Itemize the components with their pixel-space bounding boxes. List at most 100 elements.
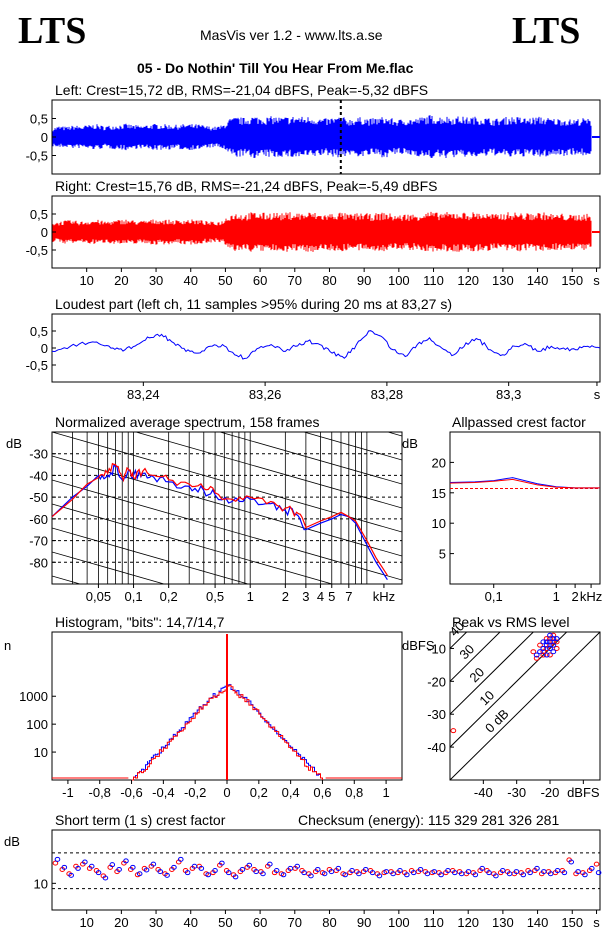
shortcrest-point-left	[61, 864, 68, 870]
loudest-part-title: Loudest part (left ch, 11 samples >95% d…	[55, 296, 453, 312]
spectrum-slope-line	[52, 312, 402, 412]
peakrms-point-left	[543, 642, 550, 648]
shortcrest-point-left	[404, 872, 410, 878]
shortcrest-point-left	[212, 868, 218, 874]
spectrum-slope-line	[52, 288, 402, 388]
allpassed-xtick-label: kHz	[580, 589, 602, 604]
peakrms-point-left	[543, 639, 550, 645]
spectrum-ytick-label: -30	[29, 447, 48, 462]
left-ytick-label: 0,5	[30, 112, 48, 127]
peakrms-crest-line	[450, 632, 600, 780]
shortcrest-point-left	[362, 866, 369, 872]
spectrum-slope-line	[52, 551, 166, 584]
peakrms-point-left	[547, 632, 553, 638]
left-ytick-label: -0,5	[26, 149, 48, 164]
shortcrest-point-left	[184, 870, 191, 876]
loudest-ytick-label: -0,5	[26, 358, 48, 373]
peakrms-ylabel: dBFS	[402, 638, 435, 653]
right-xtick-label: 120	[457, 273, 479, 288]
allpassed-ytick-label: 20	[432, 455, 446, 470]
loudest-series-left	[51, 330, 601, 360]
peakrms-point-right	[547, 636, 553, 642]
shortcrest-point-left	[479, 865, 485, 871]
peakrms-point-right	[540, 652, 547, 658]
histogram-ytick-label: 10	[34, 745, 48, 760]
loudest-xtick-label: 83,28	[371, 387, 404, 402]
shortcrest-point-left	[513, 869, 520, 875]
peakrms-diagonal-label: 10	[476, 687, 497, 708]
shortcrest-xtick-label: 10	[79, 915, 93, 930]
shortcrest-point-left	[232, 874, 239, 880]
spectrum-slope-line	[52, 527, 250, 584]
spectrum-ylabel: dB	[6, 436, 22, 451]
shortcrest-point-left	[438, 872, 444, 878]
shortcrest-point-left	[68, 872, 74, 878]
spectrum-ytick-label: -80	[29, 555, 48, 570]
shortcrest-point-left	[225, 870, 232, 876]
shortcrest-point-left	[561, 870, 568, 876]
shortcrest-xtick-label: 70	[288, 915, 302, 930]
shortcrest-point-left	[588, 865, 595, 871]
right-xtick-label: 70	[288, 273, 302, 288]
histogram-xtick-label: -1	[62, 785, 74, 800]
histogram-title: Histogram, "bits": 14,7/14,7	[55, 614, 225, 630]
shortcrest-point-left	[75, 865, 81, 871]
shortcrest-point-left	[383, 869, 390, 875]
shortcrest-point-left	[417, 866, 424, 872]
peakrms-point-left	[550, 642, 557, 648]
track-title: 05 - Do Nothin' Till You Hear From Me.fl…	[137, 60, 414, 76]
shortcrest-ytick-label: 10	[34, 876, 48, 891]
shortcrest-point-left	[267, 861, 273, 867]
peakrms-point-right	[547, 652, 553, 658]
peakrms-crest-line	[450, 632, 535, 715]
spectrum-xtick-label: 0,1	[125, 589, 143, 604]
spectrum-xtick-label: 4	[317, 589, 324, 604]
shortcrest-point-left	[143, 867, 150, 873]
shortcrest-point-left	[280, 872, 287, 878]
logo-left: LTS	[18, 10, 87, 52]
peakrms-point-left	[540, 639, 547, 645]
right-ytick-label: 0	[41, 225, 48, 240]
shortcrest-point-left	[486, 870, 492, 876]
peakrms-point-left	[547, 645, 553, 651]
histogram-xtick-label: 0,6	[313, 785, 331, 800]
peakrms-point-left	[540, 645, 547, 651]
right-xtick-label: 10	[79, 273, 93, 288]
right-xtick-label: 110	[423, 273, 444, 288]
shortcrest-point-left	[424, 871, 431, 877]
peakrms-ytick-label: -20	[427, 674, 446, 689]
peakrms-xtick-label: -20	[541, 785, 560, 800]
spectrum-xtick-label: 0,05	[86, 589, 111, 604]
right-waveform	[52, 211, 592, 252]
right-xtick-label: 80	[322, 273, 336, 288]
histogram-ytick-label: 100	[26, 717, 48, 732]
shortcrest-point-left	[150, 861, 157, 867]
peakrms-title: Peak vs RMS level	[452, 614, 570, 630]
histogram-ylabel: n	[4, 638, 11, 653]
left-ytick-label: 0	[41, 130, 48, 145]
spectrum-xtick-label: 5	[328, 589, 335, 604]
shortcrest-point-left	[328, 869, 335, 875]
histogram-xtick-label: -0,8	[89, 785, 111, 800]
allpassed-xtick-label: 0,1	[485, 589, 503, 604]
shortcrest-point-left	[554, 868, 561, 874]
shortcrest-point-left	[534, 865, 540, 871]
peakrms-xtick-label: dBFS	[567, 785, 600, 800]
shortcrest-xtick-label: s	[593, 915, 600, 930]
peakrms-xtick-label: -40	[474, 785, 493, 800]
shortcrest-point-left	[253, 869, 259, 875]
peakrms-point-left	[537, 649, 543, 655]
spectrum-slope-line	[134, 432, 402, 509]
right-xtick-label: 90	[357, 273, 371, 288]
spectrum-slope-line	[302, 432, 402, 461]
shortcrest-point-left	[356, 871, 362, 877]
shortcrest-point-left	[246, 862, 253, 868]
peakrms-point-right	[530, 649, 537, 655]
right-xtick-label: 30	[149, 273, 163, 288]
peakrms-diagonal-label: 20	[466, 664, 487, 685]
shortcrest-point-left	[308, 873, 314, 879]
peakrms-point-left	[547, 639, 553, 645]
histogram-xtick-label: -0,4	[152, 785, 174, 800]
shortcrest-point-left	[451, 870, 458, 876]
